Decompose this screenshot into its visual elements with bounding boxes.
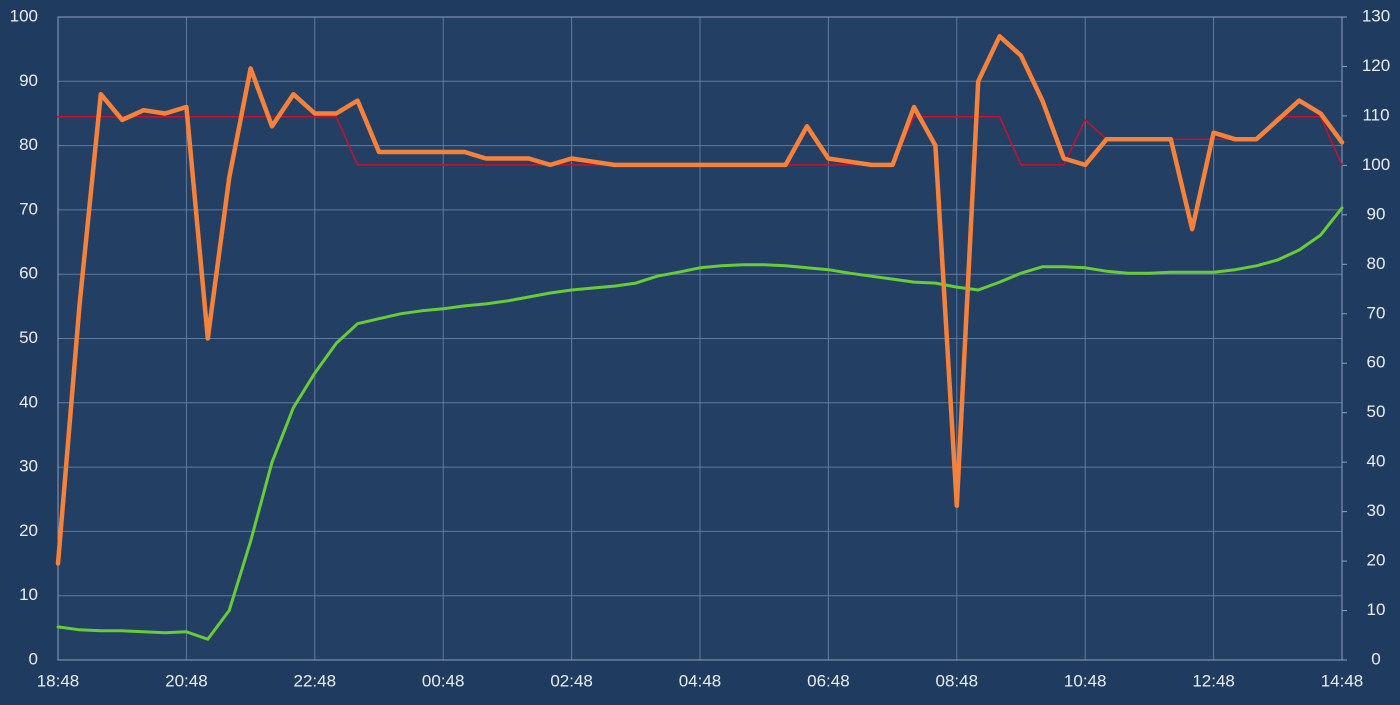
x-tick-label: 06:48 (807, 671, 850, 690)
y-tick-label: 70 (19, 199, 38, 218)
x-tick-label: 12:48 (1192, 671, 1235, 690)
y2-tick-label: 70 (1367, 303, 1386, 322)
y-tick-label: 0 (29, 649, 38, 668)
y2-tick-label: 30 (1367, 501, 1386, 520)
y2-tick-label: 60 (1367, 353, 1386, 372)
y-tick-label: 10 (19, 585, 38, 604)
x-tick-label: 02:48 (550, 671, 593, 690)
y-tick-label: 80 (19, 135, 38, 154)
y-tick-label: 40 (19, 392, 38, 411)
y2-tick-label: 40 (1367, 452, 1386, 471)
y2-tick-label: 90 (1367, 204, 1386, 223)
y-tick-label: 20 (19, 521, 38, 540)
x-tick-label: 08:48 (936, 671, 979, 690)
x-tick-label: 22:48 (294, 671, 337, 690)
y2-tick-label: 100 (1362, 155, 1390, 174)
x-tick-label: 10:48 (1064, 671, 1107, 690)
y2-tick-label: 0 (1371, 649, 1380, 668)
series-line (56, 206, 1344, 641)
x-tick-label: 20:48 (165, 671, 208, 690)
y-tick-label: 30 (19, 457, 38, 476)
y2-tick-label: 50 (1367, 402, 1386, 421)
y-tick-label: 100 (10, 6, 38, 25)
y2-tick-label: 80 (1367, 254, 1386, 273)
y2-tick-label: 20 (1367, 551, 1386, 570)
y2-tick-label: 130 (1362, 6, 1390, 25)
y2-tick-label: 120 (1362, 56, 1390, 75)
x-tick-label: 18:48 (37, 671, 80, 690)
y2-tick-label: 110 (1362, 105, 1389, 124)
series-line (55, 34, 1345, 566)
y-tick-label: 60 (19, 264, 38, 283)
y-tick-label: 50 (19, 328, 38, 347)
x-tick-label: 14:48 (1321, 671, 1364, 690)
y-tick-label: 90 (19, 71, 38, 90)
x-tick-label: 04:48 (679, 671, 722, 690)
x-tick-label: 00:48 (422, 671, 465, 690)
y2-tick-label: 10 (1367, 600, 1386, 619)
plot-border (57, 16, 1343, 661)
